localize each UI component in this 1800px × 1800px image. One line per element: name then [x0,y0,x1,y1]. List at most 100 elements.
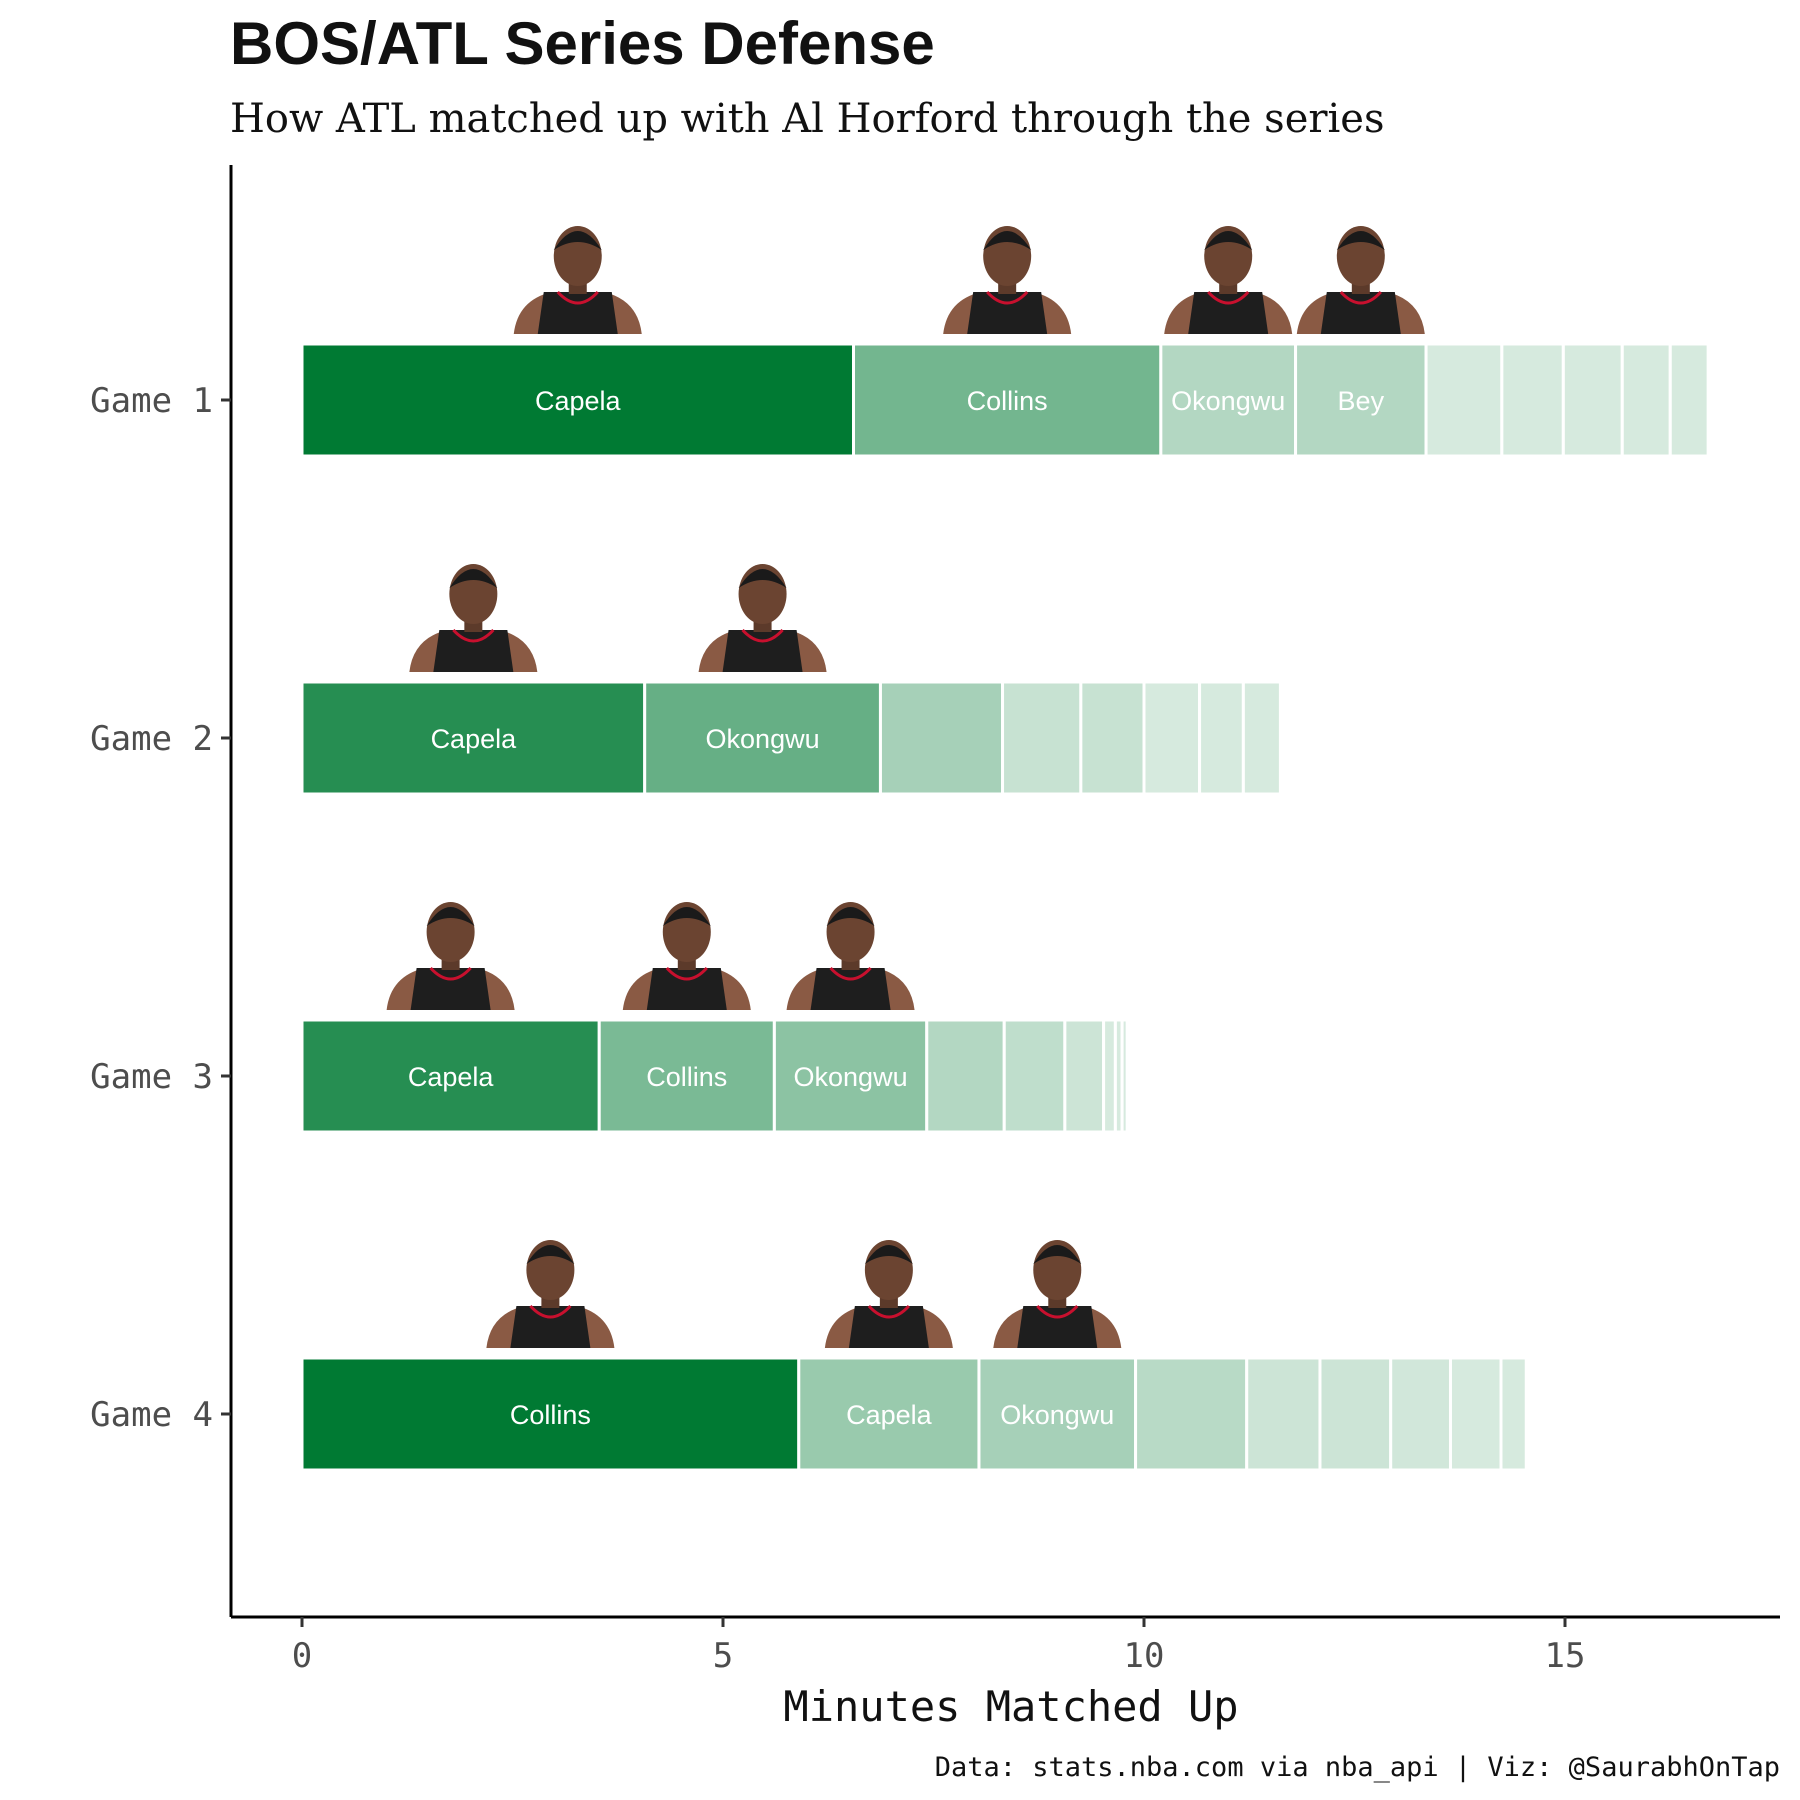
chart-subtitle: How ATL matched up with Al Horford throu… [230,96,1384,142]
segment-label: Collins [510,1400,591,1430]
segment-label: Okongwu [794,1062,908,1092]
player-hair [1204,231,1253,250]
y-tick-label: Game 1 [90,381,213,421]
segment-label: Capela [408,1062,495,1092]
player-headshot [386,902,515,1010]
bar-segment [1245,1356,1322,1472]
player-headshot [1296,226,1425,334]
chart-title: BOS/ATL Series Defense [230,10,935,77]
player-jersey [510,1306,591,1348]
segment-label: Collins [646,1062,727,1092]
y-tick-label: Game 2 [90,719,213,759]
bar-segment [300,680,647,796]
bar-segment [1424,342,1504,458]
player-jersey [537,292,618,334]
bar-segment [1063,1018,1106,1134]
bar-segment [1001,680,1083,796]
player-headshot [943,226,1072,334]
bar-segment [852,342,1163,458]
bar-segment [1448,1356,1503,1472]
player-headshot [486,1240,615,1348]
player-headshot [993,1240,1122,1348]
player-hair [449,569,498,588]
jersey-trim [1036,1304,1079,1319]
player-headshot [622,902,751,1010]
player-headshot [513,226,642,334]
segment-label: Collins [967,386,1048,416]
player-hair [826,907,875,926]
segment-label: Bey [1338,386,1385,416]
bar-segment [1561,342,1624,458]
bar-segment [300,342,856,458]
bar-segment [1102,1018,1117,1134]
x-tick-label: 15 [1545,1636,1586,1676]
bar-segment [1500,342,1565,458]
x-tick-label: 5 [713,1636,733,1676]
player-jersey [722,630,803,672]
player-headshot [824,1240,953,1348]
bar-segment [1668,342,1710,458]
player-jersey [1320,292,1401,334]
bar-segment [1142,680,1202,796]
bar-segment [797,1356,981,1472]
bar-segment [1134,1356,1249,1472]
segment-label: Okongwu [1171,386,1285,416]
bar-segment [772,1018,929,1134]
bar-segment [1241,680,1282,796]
bar-segment [1620,342,1672,458]
bar-segment [1499,1356,1528,1472]
player-jersey [967,292,1048,334]
player-jersey [646,968,727,1010]
segment-label: Okongwu [706,724,820,754]
player-hair [864,1245,913,1264]
bar-segment [1389,1356,1452,1472]
segment-label: Okongwu [1000,1400,1114,1430]
bar-segment [925,1018,1006,1134]
jersey-trim [452,628,495,643]
player-jersey [1188,292,1269,334]
bar-segment [977,1356,1138,1472]
player-hair [738,569,787,588]
game-row: Collins Capela Okongwu [300,1240,1528,1472]
jersey-trim [986,290,1029,305]
jersey-trim [429,966,472,981]
x-tick-label: 10 [1124,1636,1165,1676]
bar-segment [300,1018,601,1134]
jersey-trim [529,1304,572,1319]
bar-segment [300,1356,801,1472]
player-jersey [810,968,891,1010]
segment-label: Capela [846,1400,933,1430]
jersey-trim [741,628,784,643]
axes-layer: Game 1 Game 2 Game 3 Game 4 0 5 10 15 [90,165,1780,1676]
player-headshot [1164,226,1293,334]
player-hair [553,231,602,250]
y-tick-label: Game 4 [90,1395,213,1435]
player-jersey [1017,1306,1098,1348]
bar-segment [1198,680,1245,796]
player-hair [426,907,475,926]
bar-segment [878,680,1005,796]
jersey-trim [665,966,708,981]
bar-segment [1002,1018,1067,1134]
player-hair [526,1245,575,1264]
segment-label: Capela [431,724,518,754]
player-headshot [409,564,538,672]
game-row: Capela Collins Okongwu Bey [300,226,1710,458]
player-hair [983,231,1032,250]
segment-label: Capela [535,386,622,416]
bar-segment [1079,680,1146,796]
player-headshot [786,902,915,1010]
player-hair [662,907,711,926]
player-jersey [410,968,491,1010]
x-axis-label: Minutes Matched Up [783,1682,1238,1731]
player-hair [1336,231,1385,250]
x-tick-label: 0 [292,1636,312,1676]
bar-segment [1294,342,1428,458]
jersey-trim [867,1304,910,1319]
player-hair [1033,1245,1082,1264]
jersey-trim [556,290,599,305]
bar-segment [1318,1356,1393,1472]
bar-segment [597,1018,776,1134]
